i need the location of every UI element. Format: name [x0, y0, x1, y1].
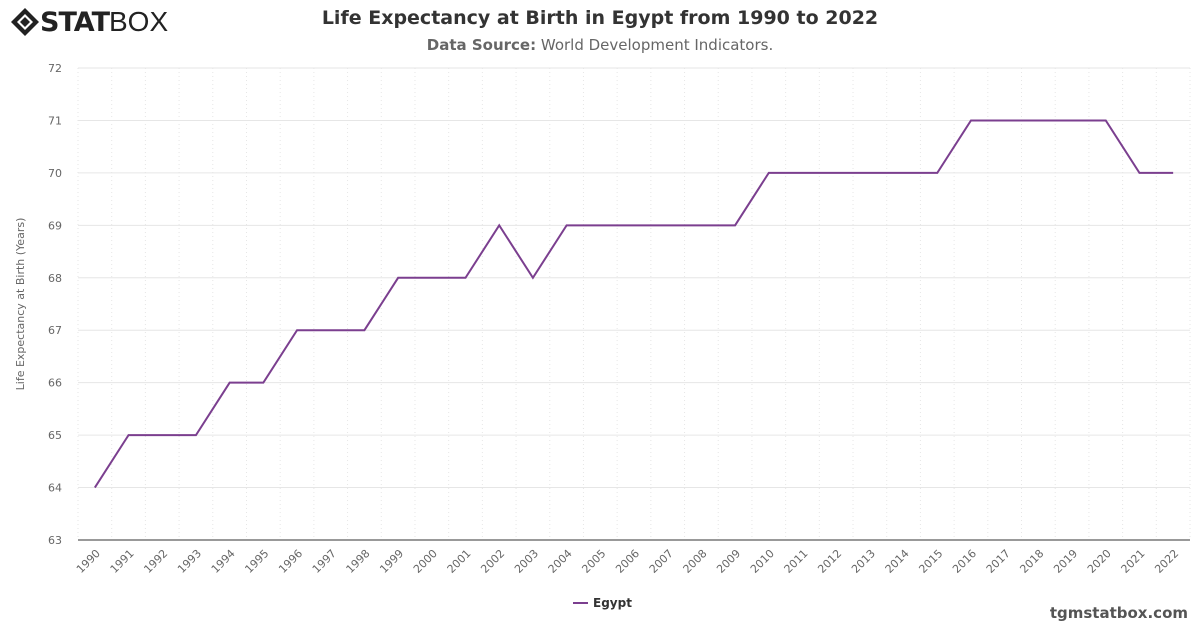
- x-tick-label: 2012: [815, 547, 844, 576]
- chart-subtitle: Data Source: World Development Indicator…: [0, 36, 1200, 54]
- x-tick-label: 2004: [546, 547, 575, 576]
- y-tick-label: 67: [48, 324, 62, 337]
- x-tick-label: 2019: [1051, 547, 1080, 576]
- x-tick-label: 1992: [141, 547, 170, 576]
- x-tick-label: 1997: [310, 547, 339, 576]
- x-tick-label: 2006: [613, 547, 642, 576]
- source-label: Data Source:: [426, 36, 537, 54]
- logo-diamond-icon: [11, 8, 39, 36]
- statbox-logo: STAT BOX: [10, 6, 168, 38]
- y-tick-label: 63: [48, 534, 62, 547]
- series-line-egypt: [94, 119, 1174, 489]
- source-value: World Development Indicators.: [536, 36, 774, 54]
- x-tick-label: 2000: [411, 547, 440, 576]
- x-tick-label: 1990: [74, 547, 103, 576]
- x-tick-label: 1991: [108, 547, 137, 576]
- x-tick-label: 1999: [377, 547, 406, 576]
- x-tick-label: 2014: [883, 547, 912, 576]
- x-tick-label: 2001: [445, 547, 474, 576]
- x-tick-label: 2008: [681, 547, 710, 576]
- logo-text-thin: BOX: [108, 6, 169, 37]
- y-tick-label: 69: [48, 219, 62, 232]
- y-tick-label: 70: [48, 167, 62, 180]
- x-tick-label: 2020: [1085, 547, 1114, 576]
- x-tick-label: 2015: [916, 547, 945, 576]
- y-tick-label: 68: [48, 272, 62, 285]
- x-tick-label: 2022: [1152, 547, 1181, 576]
- legend-item-egypt: Egypt: [593, 596, 632, 610]
- x-tick-label: 2018: [1017, 547, 1046, 576]
- x-tick-label: 1998: [344, 547, 373, 576]
- x-tick-label: 2011: [782, 547, 811, 576]
- y-tick-label: 64: [48, 482, 62, 495]
- x-tick-label: 2021: [1119, 547, 1148, 576]
- logo-text-bold: STAT: [40, 6, 110, 38]
- x-tick-label: 2017: [984, 547, 1013, 576]
- x-tick-label: 2003: [512, 547, 541, 576]
- x-tick-label: 2016: [950, 547, 979, 576]
- x-tick-label: 2009: [714, 547, 743, 576]
- chart-title: Life Expectancy at Birth in Egypt from 1…: [321, 7, 879, 29]
- x-tick-label: 1994: [209, 547, 238, 576]
- y-tick-label: 66: [48, 377, 62, 390]
- y-tick-label: 72: [48, 62, 62, 75]
- y-tick-label: 65: [48, 429, 62, 442]
- x-tick-label: 1995: [242, 547, 271, 576]
- x-tick-label: 2010: [748, 547, 777, 576]
- x-tick-label: 1993: [175, 547, 204, 576]
- x-tick-label: 2005: [579, 547, 608, 576]
- x-tick-label: 2002: [478, 547, 507, 576]
- y-tick-label: 71: [48, 114, 62, 127]
- y-axis-label: Life Expectancy at Birth (Years): [14, 218, 27, 391]
- x-tick-label: 1996: [276, 547, 305, 576]
- x-tick-label: 2007: [647, 547, 676, 576]
- footer-site[interactable]: tgmstatbox.com: [1049, 604, 1188, 622]
- x-tick-label: 2013: [849, 547, 878, 576]
